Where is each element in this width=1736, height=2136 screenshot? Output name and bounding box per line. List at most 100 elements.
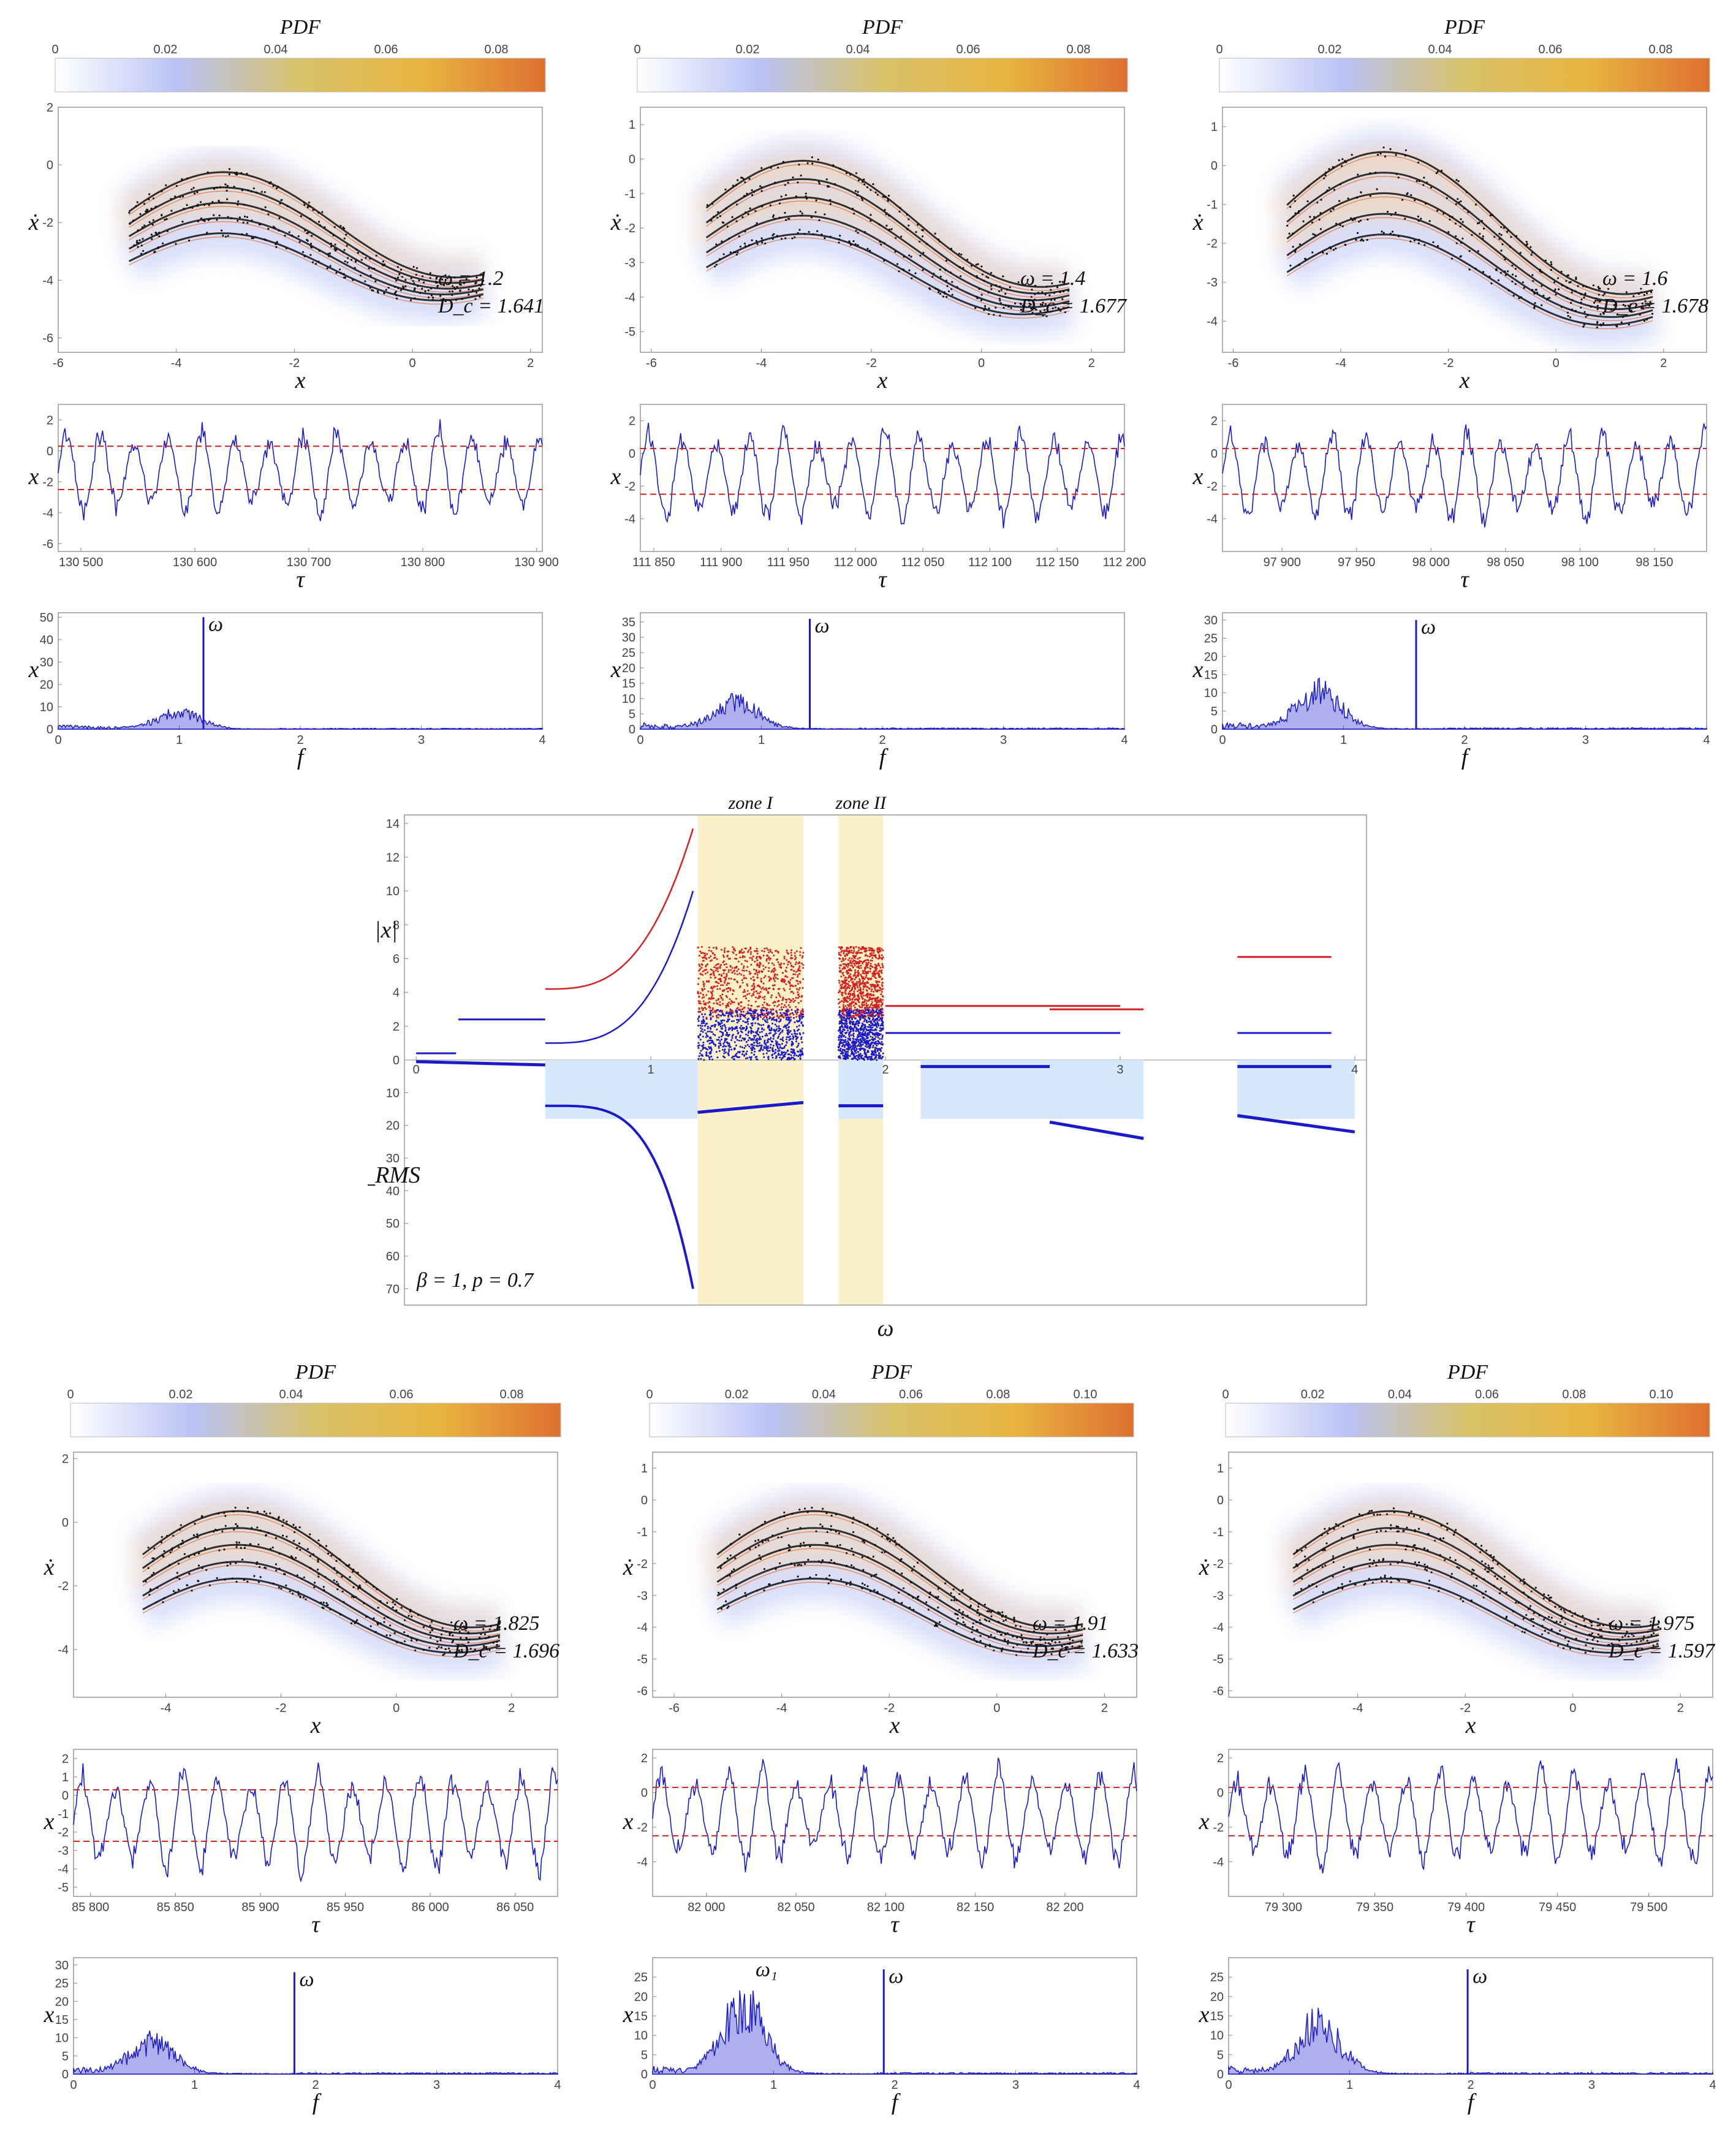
attractor-point <box>1512 294 1515 297</box>
attractor-point <box>852 240 855 243</box>
attractor-point <box>297 235 300 238</box>
bifurcation-point <box>765 960 768 962</box>
attractor-point <box>303 255 306 257</box>
bifurcation-point <box>840 951 843 953</box>
bifurcation-point <box>773 1033 776 1036</box>
bifurcation-point <box>775 1010 778 1012</box>
y-tick-label: 0 <box>1211 159 1218 173</box>
bifurcation-point <box>748 1018 750 1020</box>
y-tick-label: -3 <box>624 257 635 270</box>
bifurcation-point <box>868 1043 871 1046</box>
bifurcation-point <box>732 1058 735 1060</box>
bifurcation-point <box>879 1001 882 1003</box>
bifurcation-point <box>701 1024 703 1027</box>
bifurcation-point <box>697 1058 700 1060</box>
bifurcation-point <box>775 977 777 979</box>
bifurcation-point <box>710 973 713 975</box>
bifurcation-point <box>798 1024 800 1027</box>
attractor-point <box>180 1543 183 1545</box>
bifurcation-point <box>795 1011 797 1013</box>
bifurcation-point <box>849 990 851 993</box>
attractor-point <box>749 207 751 210</box>
bifurcation-point <box>863 1042 865 1044</box>
bifurcation-point <box>762 987 764 989</box>
attractor-point <box>725 207 727 210</box>
bifurcation-point <box>714 1024 717 1026</box>
attractor-point <box>300 215 302 218</box>
bifurcation-point <box>762 968 765 971</box>
bifurcation-point <box>727 1018 729 1021</box>
bifurcation-point <box>783 1051 786 1053</box>
attractor-point <box>1397 235 1400 238</box>
attractor-point <box>1050 299 1053 301</box>
bifurcation-point <box>783 963 785 965</box>
attractor-point <box>176 1577 178 1579</box>
attractor-point <box>1349 217 1352 219</box>
bifurcation-point <box>838 990 841 991</box>
bifurcation-point <box>767 970 770 972</box>
attractor-point <box>976 275 978 278</box>
attractor-band <box>128 217 484 296</box>
bifurcation-point <box>859 980 861 982</box>
attractor <box>692 139 1075 336</box>
attractor-point <box>352 1568 355 1571</box>
bifurcation-point <box>882 1052 884 1055</box>
bifurcation-point <box>740 963 743 965</box>
bifurcation-point <box>702 960 705 962</box>
attractor-point <box>1554 288 1556 291</box>
bifurcation-point <box>874 1041 877 1043</box>
bifurcation-point <box>800 996 803 998</box>
bifurcation-point <box>700 966 703 969</box>
attractor-point <box>327 252 330 255</box>
bifurcation-point <box>866 996 868 998</box>
attractor-point <box>855 230 857 232</box>
bifurcation-point <box>724 980 726 982</box>
bifurcation-point <box>739 956 741 958</box>
attractor-point <box>429 272 431 275</box>
attractor-point <box>234 1506 237 1509</box>
bifurcation-point <box>769 949 771 951</box>
attractor-point <box>1328 168 1330 170</box>
bifurcation-point <box>847 972 850 974</box>
bifurcation-point <box>768 951 770 953</box>
attractor-point <box>395 290 397 293</box>
bifurcation-point <box>781 1047 784 1050</box>
bifurcation-point <box>869 971 871 973</box>
bifurcation-point <box>701 1054 703 1056</box>
bifurcation-point <box>790 969 793 971</box>
attractor-point <box>224 1578 226 1581</box>
bifurcation-point <box>865 994 868 996</box>
bifurcation-point <box>871 1046 874 1048</box>
attractor-point <box>1004 305 1007 307</box>
bifurcation-point <box>766 1012 768 1015</box>
bifurcation-point <box>736 973 738 975</box>
attractor-point <box>722 253 725 256</box>
bifurcation-point <box>735 1026 738 1028</box>
bifurcation-point <box>876 1059 878 1061</box>
bifurcation-point <box>879 1054 881 1056</box>
attractor-point <box>383 1621 385 1623</box>
colorbar-tick-label: 0.08 <box>485 43 509 56</box>
bifurcation-point <box>840 986 843 988</box>
bifurcation-point <box>702 1036 704 1038</box>
bifurcation-point <box>726 984 728 986</box>
bifurcation-point <box>765 1017 768 1019</box>
bifurcation-point <box>705 994 708 996</box>
attractor-point <box>1548 297 1551 299</box>
bifurcation-point <box>743 995 745 998</box>
y-tick-label: 40 <box>40 634 53 647</box>
bifurcation-point <box>841 1026 844 1028</box>
bifurcation-point <box>754 1035 757 1037</box>
attractor-point <box>163 1597 165 1599</box>
bifurcation-point <box>860 1039 862 1042</box>
attractor-point <box>186 203 188 206</box>
attractor-point <box>1643 294 1645 296</box>
bifurcation-point <box>850 1009 852 1011</box>
bifurcation-point <box>773 978 775 980</box>
bifurcation-point <box>779 1054 781 1056</box>
bifurcation-point <box>798 969 800 972</box>
bifurcation-point <box>761 950 763 952</box>
attractor-point <box>188 1556 191 1558</box>
bifurcation-point <box>749 972 752 974</box>
x-tick-label: 1 <box>758 733 765 747</box>
